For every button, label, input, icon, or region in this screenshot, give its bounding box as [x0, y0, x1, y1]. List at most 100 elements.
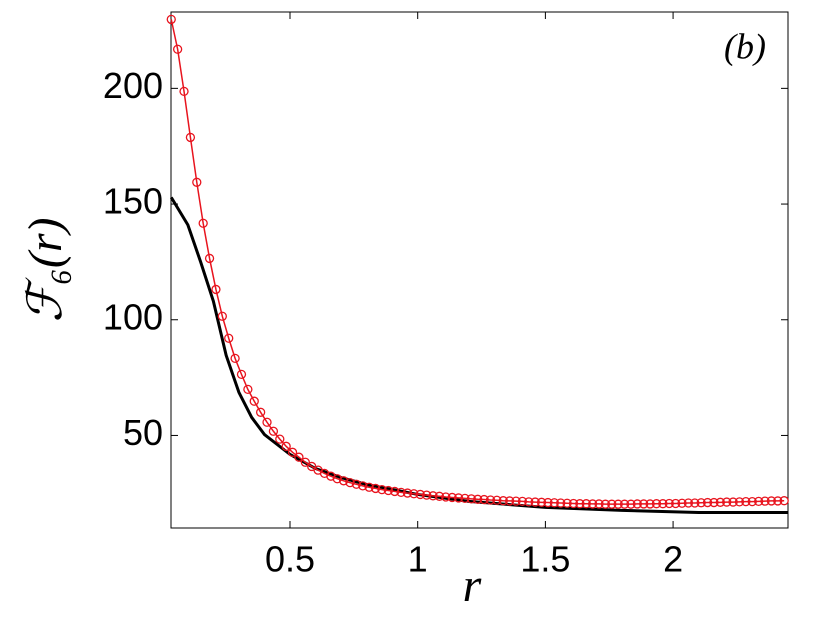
- point-marker: [217, 311, 227, 321]
- series-line: [170, 19, 785, 505]
- point-marker: [677, 498, 687, 508]
- point-marker: [224, 333, 234, 343]
- point-marker: [402, 488, 413, 498]
- point-marker: [600, 499, 611, 509]
- point-marker: [581, 499, 591, 509]
- plot-frame: [170, 11, 789, 529]
- point-marker: [536, 497, 547, 507]
- point-marker: [204, 253, 215, 264]
- point-marker: [185, 132, 196, 143]
- point-marker: [715, 497, 725, 507]
- point-marker: [632, 499, 642, 509]
- y-tick-label: 200: [103, 65, 163, 106]
- point-marker: [166, 14, 176, 25]
- point-marker: [568, 498, 579, 509]
- point-marker: [192, 177, 202, 187]
- point-marker: [543, 497, 553, 508]
- point-marker: [702, 497, 713, 508]
- point-marker: [172, 44, 183, 54]
- point-marker: [594, 499, 604, 509]
- x-tick-label: 1.5: [520, 539, 570, 580]
- point-marker: [421, 490, 432, 500]
- point-marker: [498, 496, 508, 506]
- point-marker: [587, 499, 598, 509]
- point-marker: [683, 498, 694, 508]
- point-marker: [447, 492, 457, 503]
- point-marker: [670, 498, 681, 509]
- point-marker: [504, 496, 515, 506]
- point-marker: [517, 496, 528, 507]
- point-marker: [779, 496, 789, 506]
- point-marker: [696, 498, 706, 508]
- point-marker: [275, 434, 285, 444]
- point-marker: [338, 476, 349, 486]
- y-tick-label: 150: [103, 181, 163, 222]
- point-marker: [530, 497, 540, 507]
- point-marker: [415, 489, 425, 500]
- point-marker: [249, 396, 259, 406]
- x-axis-label: r: [463, 559, 482, 612]
- point-marker: [243, 384, 253, 395]
- point-marker: [179, 86, 189, 97]
- point-marker: [760, 496, 770, 506]
- point-marker: [255, 407, 266, 417]
- point-marker: [734, 497, 745, 507]
- point-marker: [383, 485, 393, 496]
- point-marker: [287, 447, 298, 457]
- point-marker: [198, 218, 208, 228]
- point-marker: [773, 496, 783, 506]
- point-marker: [268, 426, 279, 436]
- point-marker: [300, 457, 310, 467]
- point-marker: [473, 494, 483, 504]
- point-marker: [651, 499, 662, 509]
- point-marker: [332, 474, 342, 484]
- point-marker: [492, 495, 502, 505]
- point-marker: [396, 487, 406, 498]
- point-marker: [613, 499, 623, 509]
- point-marker: [236, 369, 247, 380]
- point-marker: [358, 481, 368, 491]
- point-marker: [281, 441, 291, 451]
- x-tick-label: 2: [663, 539, 683, 580]
- point-marker: [658, 499, 668, 509]
- point-marker: [549, 498, 559, 508]
- point-marker: [211, 284, 221, 295]
- y-tick-label: 100: [103, 296, 163, 337]
- point-marker: [453, 493, 464, 503]
- point-marker: [294, 452, 304, 462]
- point-marker: [370, 483, 381, 494]
- point-marker: [460, 493, 470, 504]
- point-marker: [230, 353, 240, 364]
- point-marker: [664, 498, 674, 509]
- point-marker: [364, 482, 374, 492]
- point-marker: [747, 496, 757, 507]
- point-marker: [326, 471, 336, 481]
- y-tick-label: 50: [123, 412, 163, 453]
- point-marker: [607, 499, 617, 509]
- point-marker: [728, 497, 738, 507]
- point-marker: [524, 497, 534, 507]
- point-marker: [428, 491, 438, 501]
- point-marker: [639, 499, 649, 509]
- point-marker: [753, 496, 764, 507]
- point-marker: [741, 496, 751, 507]
- point-marker: [390, 486, 400, 497]
- point-marker: [709, 497, 719, 508]
- point-marker: [619, 499, 630, 509]
- point-marker: [262, 417, 272, 427]
- point-marker: [626, 499, 636, 509]
- point-marker: [377, 484, 387, 495]
- point-marker: [722, 497, 732, 507]
- point-marker: [645, 499, 655, 509]
- point-marker: [556, 498, 566, 508]
- point-marker: [575, 499, 585, 509]
- point-marker: [441, 492, 451, 502]
- annotation: (b): [724, 26, 766, 66]
- point-marker: [345, 477, 355, 488]
- series-line: [169, 196, 788, 514]
- x-tick-label: 1: [408, 539, 428, 580]
- point-marker: [434, 491, 445, 501]
- y-axis-label: ℱ₆(r): [19, 217, 72, 322]
- point-marker: [409, 489, 419, 499]
